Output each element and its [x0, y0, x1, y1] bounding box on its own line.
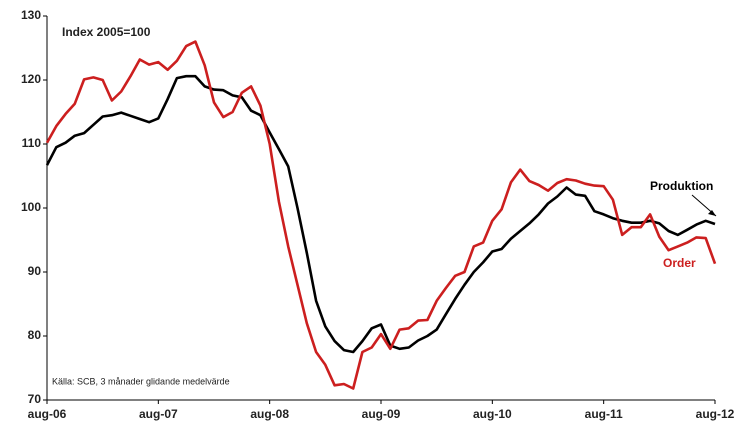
y-tick-label: 90 [28, 264, 42, 278]
x-tick-label: aug-11 [585, 407, 623, 421]
x-tick-label: aug-10 [473, 407, 512, 421]
x-tick-label: aug-09 [362, 407, 401, 421]
y-tick-label: 130 [21, 8, 41, 22]
x-tick-label: aug-06 [28, 407, 67, 421]
y-tick-label: 80 [28, 328, 42, 342]
x-tick-label: aug-08 [250, 407, 289, 421]
y-tick-label: 70 [28, 392, 42, 406]
subtitle: Index 2005=100 [62, 25, 151, 39]
series-line [45, 40, 717, 390]
x-tick-label: aug-12 [696, 407, 735, 421]
source-note: Källa: SCB, 3 månader glidande medelvärd… [52, 376, 230, 386]
series-label: Order [663, 256, 696, 270]
series-label: Produktion [650, 179, 713, 193]
y-tick-label: 110 [22, 136, 42, 150]
y-tick-label: 100 [21, 200, 41, 214]
x-tick-label: aug-07 [139, 407, 178, 421]
y-tick-label: 120 [21, 72, 41, 86]
series-line [45, 74, 716, 354]
arrow-head [708, 210, 716, 216]
